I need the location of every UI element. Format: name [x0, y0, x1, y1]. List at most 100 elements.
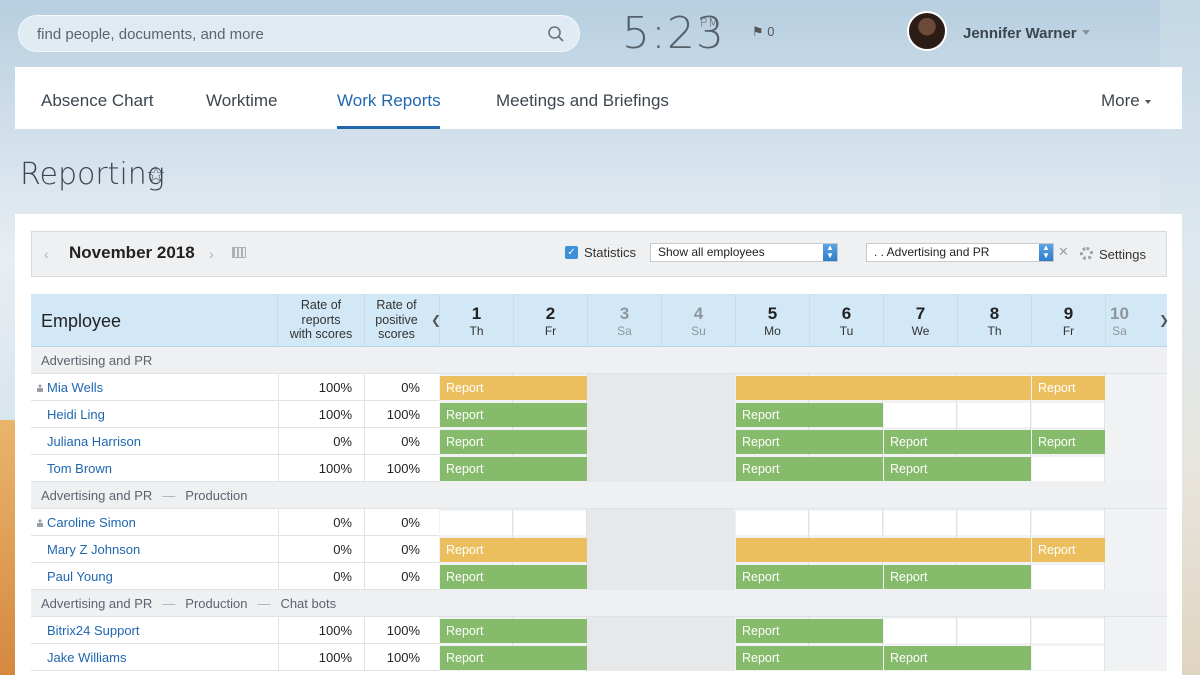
settings-button[interactable]: Settings [1099, 247, 1146, 262]
chevron-down-icon[interactable] [1145, 100, 1151, 104]
search-input[interactable] [37, 24, 537, 44]
employee-name-link[interactable]: Heidi Ling [47, 407, 105, 422]
day-header[interactable]: 7 We [883, 294, 957, 347]
day-of-week: Tu [839, 324, 854, 338]
empty-day-cell[interactable] [1032, 565, 1104, 589]
report-bar[interactable]: Report [440, 646, 587, 670]
empty-day-cell[interactable] [1032, 403, 1104, 427]
employee-name-link[interactable]: Tom Brown [47, 461, 113, 476]
empty-day-cell[interactable] [958, 403, 1030, 427]
day-number: 7 [915, 304, 926, 323]
day-header[interactable]: 1 Th [439, 294, 513, 347]
department-select[interactable]: . . Advertising and PR ▲ ▼ [866, 243, 1054, 262]
report-bar[interactable]: Report [440, 538, 587, 562]
day-header[interactable]: 2 Fr [513, 294, 587, 347]
employees-select[interactable]: Show all employees ▲ ▼ [650, 243, 838, 262]
next-month-icon[interactable]: › [209, 246, 214, 262]
star-icon[interactable]: ☆ [146, 162, 166, 187]
rate-positive-cell: 100% [364, 644, 429, 671]
search-bar[interactable] [18, 15, 580, 52]
report-bar[interactable]: Report [440, 565, 587, 589]
empty-day-cell[interactable] [958, 511, 1030, 535]
chevron-left-icon[interactable]: ❮ [431, 313, 442, 327]
day-number: 2 [545, 304, 556, 323]
report-bar[interactable]: Report [736, 565, 883, 589]
notifications[interactable]: ⚑ 0 [752, 24, 775, 40]
report-bar[interactable]: Report [884, 430, 1031, 454]
report-bar[interactable] [736, 538, 1031, 562]
report-bar[interactable]: Report [884, 646, 1031, 670]
column-divider [364, 294, 365, 347]
day-number: 3 [619, 304, 630, 323]
calendar-icon[interactable] [232, 247, 246, 258]
day-header[interactable]: 10 Sa [1105, 294, 1133, 347]
employee-name-link[interactable]: Mia Wells [47, 380, 104, 395]
empty-day-cell[interactable] [440, 511, 512, 535]
report-bar[interactable]: Report [736, 403, 883, 427]
department-group-row: Advertising and PR — Production [31, 482, 1167, 509]
report-bar[interactable]: Report [440, 403, 587, 427]
empty-day-cell[interactable] [958, 619, 1030, 643]
report-bar[interactable]: Report [1032, 430, 1105, 454]
rate-positive-cell: 100% [364, 401, 429, 428]
tab-worktime[interactable]: Worktime [206, 91, 278, 110]
tab-work-reports[interactable]: Work Reports [337, 91, 441, 110]
prev-month-icon[interactable]: ‹ [44, 246, 49, 262]
tab-absence-chart[interactable]: Absence Chart [41, 91, 154, 110]
day-header[interactable]: 3 Sa [587, 294, 661, 347]
employee-name-link[interactable]: Jake Williams [47, 650, 127, 665]
tab-meetings-and-briefings[interactable]: Meetings and Briefings [496, 91, 669, 110]
employee-name-link[interactable]: Juliana Harrison [47, 434, 141, 449]
day-header[interactable]: 9 Fr [1031, 294, 1105, 347]
report-bar[interactable]: Report [736, 646, 883, 670]
table-row: Juliana Harrison 0% 0% Report Report Report Re… [31, 428, 1167, 455]
statistics-label: Statistics [584, 245, 637, 260]
report-bar[interactable]: Report [736, 430, 883, 454]
day-header[interactable]: 5 Mo [735, 294, 809, 347]
empty-day-cell[interactable] [1032, 619, 1104, 643]
clear-filter-icon[interactable]: ✕ [1058, 244, 1069, 259]
report-bar[interactable]: Report [736, 619, 883, 643]
department-name: Production [185, 596, 248, 611]
employee-name-link[interactable]: Bitrix24 Support [47, 623, 140, 638]
rate-reports-cell: 100% [278, 455, 364, 482]
report-bar[interactable]: Report [440, 376, 587, 400]
empty-day-cell[interactable] [810, 511, 882, 535]
report-bar[interactable]: Report [736, 457, 883, 481]
header-line: with scores [289, 327, 353, 341]
empty-day-cell[interactable] [884, 619, 956, 643]
report-bar[interactable]: Report [440, 430, 587, 454]
day-header[interactable]: 8 Th [957, 294, 1031, 347]
chevron-down-icon[interactable] [1082, 30, 1090, 35]
employees-select-value: Show all employees [658, 245, 765, 259]
empty-day-cell[interactable] [884, 511, 956, 535]
search-icon[interactable] [547, 25, 565, 43]
day-header[interactable]: 6 Tu [809, 294, 883, 347]
report-bar[interactable]: Report [1032, 376, 1105, 400]
report-bar[interactable]: Report [440, 457, 587, 481]
employee-name-link[interactable]: Paul Young [47, 569, 113, 584]
report-bar[interactable]: Report [884, 457, 1031, 481]
employee-name-link[interactable]: Mary Z Johnson [47, 542, 141, 557]
report-bar[interactable] [736, 376, 1031, 400]
month-label: November 2018 [69, 243, 195, 262]
empty-day-cell[interactable] [884, 403, 956, 427]
user-name[interactable]: Jennifer Warner [963, 25, 1077, 42]
more-menu[interactable]: More [1101, 91, 1140, 110]
day-header[interactable]: 4 Su [661, 294, 735, 347]
statistics-checkbox[interactable]: ✓ [565, 246, 578, 259]
empty-day-cell[interactable] [1032, 457, 1104, 481]
report-bar[interactable]: Report [1032, 538, 1105, 562]
gear-icon[interactable] [1080, 247, 1093, 260]
avatar[interactable] [907, 11, 947, 51]
employee-name-link[interactable]: Caroline Simon [47, 515, 136, 530]
empty-day-cell[interactable] [736, 511, 808, 535]
report-bar[interactable]: Report [440, 619, 587, 643]
table-row: Mia Wells 100% 0% Report Report [31, 374, 1167, 401]
empty-day-cell[interactable] [1032, 646, 1104, 670]
empty-day-cell[interactable] [514, 511, 586, 535]
report-bar[interactable]: Report [884, 565, 1031, 589]
chevron-right-icon[interactable]: ❯ [1159, 313, 1170, 327]
empty-day-cell[interactable] [1032, 511, 1104, 535]
table-row: Jake Williams 100% 100% Report Report Report [31, 644, 1167, 671]
